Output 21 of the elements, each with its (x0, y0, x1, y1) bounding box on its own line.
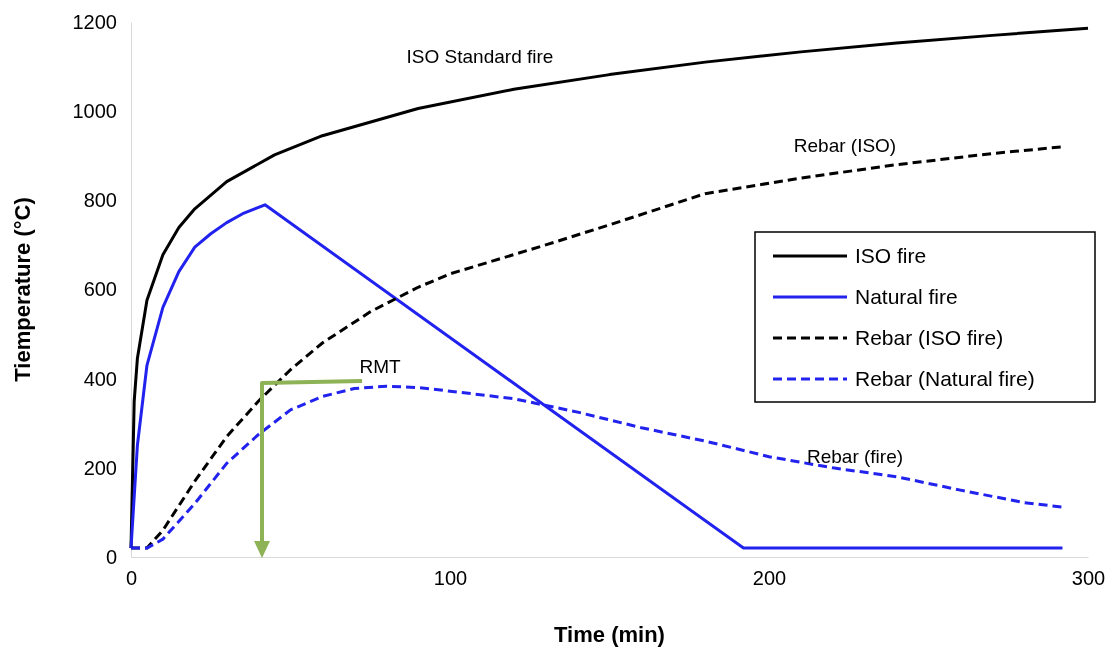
annotation: ISO Standard fire (406, 46, 554, 67)
legend-label: Rebar (ISO fire) (855, 326, 1004, 349)
annotation: Rebar (fire) (806, 446, 904, 467)
y-tick-label: 400 (83, 367, 117, 390)
y-tick-label: 0 (105, 545, 117, 568)
x-axis-title: Time (min) (554, 622, 665, 647)
y-tick-label: 200 (83, 456, 117, 479)
y-tick-label: 1000 (72, 100, 117, 123)
y-tick-label: 800 (83, 189, 117, 212)
x-tick-label: 300 (1071, 567, 1106, 590)
legend-label: Natural fire (855, 285, 958, 308)
annotation: Rebar (ISO) (793, 135, 897, 156)
x-tick-label: 0 (125, 567, 138, 590)
legend-label: ISO fire (855, 244, 927, 267)
y-tick-label: 600 (83, 278, 117, 301)
y-tick-label: 1200 (72, 10, 117, 33)
legend-label: Rebar (Natural fire) (855, 367, 1035, 390)
x-tick-label: 100 (433, 567, 468, 590)
y-axis-title: Tiemperature (°C) (10, 197, 35, 382)
x-tick-label: 200 (752, 567, 787, 590)
annotation: RMT (359, 356, 401, 377)
